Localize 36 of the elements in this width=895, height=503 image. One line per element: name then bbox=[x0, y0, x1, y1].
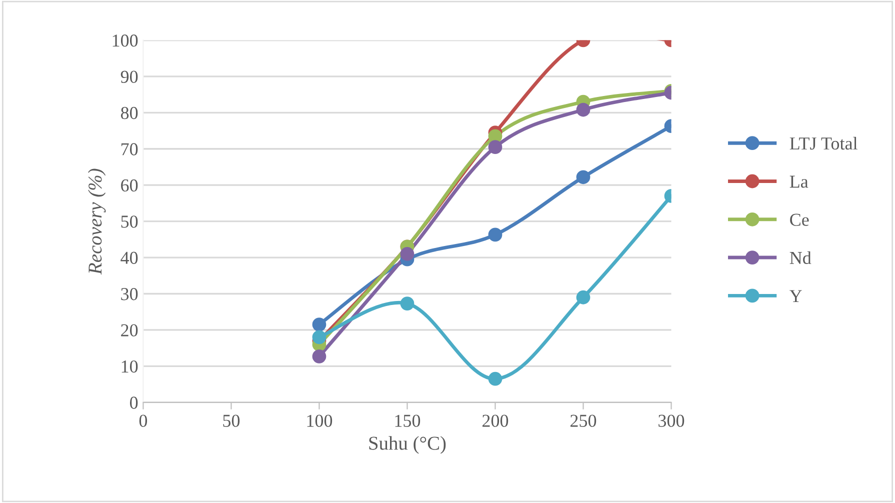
y-tick-label: 0 bbox=[130, 396, 138, 409]
y-tick-label: 40 bbox=[120, 252, 138, 264]
y-axis-title: Recovery (%) bbox=[88, 168, 106, 275]
y-tick-label: 100 bbox=[112, 34, 138, 47]
x-tick-label: 150 bbox=[395, 414, 420, 427]
x-tick-label: 50 bbox=[223, 414, 240, 427]
point bbox=[400, 246, 414, 261]
legend-label: Y bbox=[790, 290, 802, 302]
legend-label: La bbox=[790, 176, 808, 188]
x-tick-label: 300 bbox=[658, 414, 684, 427]
legend-label: Nd bbox=[790, 251, 812, 264]
legend-label: Ce bbox=[790, 214, 809, 226]
y-tick-label: 90 bbox=[120, 70, 138, 83]
point bbox=[576, 170, 590, 184]
point bbox=[312, 318, 326, 332]
x-tick-label: 0 bbox=[139, 414, 148, 427]
point bbox=[488, 228, 502, 242]
x-axis-title: Suhu (°C) bbox=[369, 436, 446, 454]
point bbox=[312, 349, 326, 364]
y-tick-label: 50 bbox=[121, 216, 138, 228]
y-tick-label: 80 bbox=[120, 106, 138, 120]
point bbox=[576, 102, 590, 117]
point bbox=[312, 330, 326, 344]
point bbox=[488, 140, 502, 154]
y-tick-label: 70 bbox=[121, 143, 138, 156]
point bbox=[400, 296, 414, 310]
y-tick-label: 30 bbox=[121, 288, 138, 300]
x-tick-label: 200 bbox=[482, 414, 508, 427]
legend-label: LTJ Total bbox=[790, 136, 858, 150]
x-tick-label: 250 bbox=[570, 414, 596, 427]
x-tick-label: 100 bbox=[307, 414, 332, 427]
y-tick-label: 60 bbox=[121, 179, 138, 192]
y-tick-label: 20 bbox=[121, 324, 138, 336]
point bbox=[488, 372, 502, 386]
point bbox=[576, 290, 590, 304]
y-tick-label: 10 bbox=[122, 360, 138, 373]
